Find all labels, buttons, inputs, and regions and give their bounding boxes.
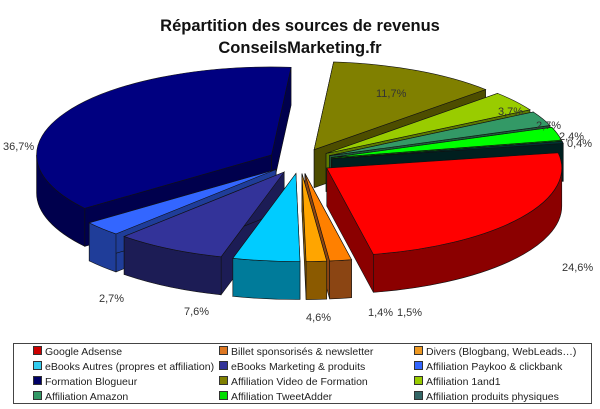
legend-item: eBooks Autres (propres et affiliation) <box>33 361 214 373</box>
data-label: 11,7% <box>376 88 407 100</box>
data-label: 2,7% <box>536 120 562 132</box>
legend-swatch-icon <box>219 346 228 355</box>
legend-label: Affiliation Amazon <box>45 391 129 403</box>
pie-slice <box>232 172 301 300</box>
data-label: 4,6% <box>306 312 332 324</box>
legend-swatch-icon <box>219 376 228 385</box>
data-label: 2,7% <box>99 293 125 305</box>
data-label: 2,4% <box>559 131 585 143</box>
data-label: 0,4% <box>567 138 593 150</box>
legend-label: Affiliation 1and1 <box>426 376 501 388</box>
legend-label: eBooks Marketing & produits <box>231 361 366 373</box>
pie-slice <box>326 152 563 293</box>
data-label: 1,4% <box>368 307 394 319</box>
legend-swatch-icon <box>33 376 42 385</box>
legend-swatch-icon <box>219 361 228 370</box>
pie-slice <box>301 173 328 300</box>
legend-item: Affiliation 1and1 <box>414 376 501 388</box>
legend-label: Affiliation Video de Formation <box>231 376 368 388</box>
legend-label: Affiliation Paykoo & clickbank <box>426 361 563 373</box>
chart-legend: Google Adsense eBooks Autres (propres et … <box>13 343 592 404</box>
legend-swatch-icon <box>33 346 42 355</box>
legend-item: Affiliation produits physiques <box>414 391 559 403</box>
legend-label: Affiliation produits physiques <box>426 391 559 403</box>
data-label: 7,6% <box>184 306 210 318</box>
legend-label: Billet sponsorisés & newsletter <box>231 346 374 358</box>
legend-item: Affiliation Amazon <box>33 391 128 403</box>
data-label: 3,7% <box>498 106 524 118</box>
legend-item: eBooks Marketing & produits <box>219 361 365 373</box>
data-label: 24,6% <box>562 262 594 274</box>
legend-swatch-icon <box>219 391 228 400</box>
legend-swatch-icon <box>414 361 423 370</box>
legend-item: Affiliation TweetAdder <box>219 391 332 403</box>
legend-swatch-icon <box>33 361 42 370</box>
legend-label: Divers (Blogbang, WebLeads…) <box>426 346 577 358</box>
legend-item: Formation Blogueur <box>33 376 137 388</box>
legend-label: Affiliation TweetAdder <box>231 391 333 403</box>
legend-swatch-icon <box>33 391 42 400</box>
legend-item: Billet sponsorisés & newsletter <box>219 346 373 358</box>
pie-chart <box>36 61 564 300</box>
legend-swatch-icon <box>414 391 423 400</box>
legend-item: Affiliation Paykoo & clickbank <box>414 361 562 373</box>
legend-swatch-icon <box>414 346 423 355</box>
legend-swatch-icon <box>414 376 423 385</box>
chart-subtitle: ConseilsMarketing.fr <box>218 39 382 57</box>
legend-label: Formation Blogueur <box>45 376 138 388</box>
data-label: 36,7% <box>3 141 35 153</box>
legend-label: Google Adsense <box>45 346 123 358</box>
pie-slice <box>123 171 286 296</box>
legend-item: Affiliation Video de Formation <box>219 376 368 388</box>
legend-item: Google Adsense <box>33 346 122 358</box>
legend-label: eBooks Autres (propres et affiliation) <box>45 361 215 373</box>
data-label: 1,5% <box>397 307 423 319</box>
legend-item: Divers (Blogbang, WebLeads…) <box>414 346 576 358</box>
chart-title: Répartition des sources de revenus <box>160 17 440 35</box>
